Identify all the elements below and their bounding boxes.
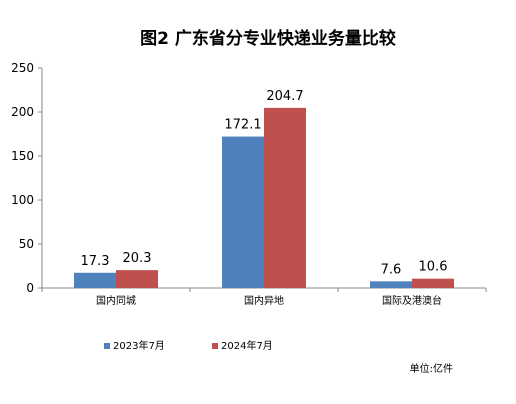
x-category-label: 国内同城: [96, 294, 136, 307]
y-tick-label: 50: [19, 237, 34, 251]
x-category-label: 国内异地: [244, 294, 284, 307]
bar: [264, 107, 306, 288]
legend-label: 2023年7月: [113, 339, 165, 352]
legend-swatch: [104, 343, 110, 349]
y-tick-label: 200: [11, 105, 34, 119]
legend-label: 2024年7月: [221, 339, 273, 352]
bars: [74, 107, 454, 288]
unit-label: 单位:亿件: [410, 362, 453, 375]
y-tick-label: 100: [11, 193, 34, 207]
y-tick-label: 0: [26, 281, 34, 295]
data-label: 204.7: [266, 89, 303, 104]
y-tick-label: 150: [11, 149, 34, 163]
x-axis: 国内同城 国内异地 国际及港澳台: [41, 287, 487, 307]
legend-swatch: [212, 343, 218, 349]
y-axis: 0 50 100 150 200 250: [11, 61, 43, 295]
legend: 2023年7月 2024年7月: [104, 339, 273, 352]
chart-title: 图2 广东省分专业快递业务量比较: [140, 28, 396, 49]
x-category-label: 国际及港澳台: [382, 294, 442, 307]
data-label: 10.6: [419, 260, 448, 275]
data-label: 7.6: [381, 262, 402, 277]
data-label: 17.3: [81, 254, 110, 269]
data-label: 20.3: [123, 251, 152, 266]
bar: [412, 278, 454, 288]
data-label: 172.1: [224, 118, 261, 133]
bar: [116, 270, 158, 288]
bar: [74, 272, 116, 288]
bar: [222, 136, 264, 288]
y-tick-label: 250: [11, 61, 34, 75]
data-labels: 17.3 20.3 172.1 204.7 7.6 10.6: [81, 89, 448, 277]
bar: [370, 281, 412, 288]
